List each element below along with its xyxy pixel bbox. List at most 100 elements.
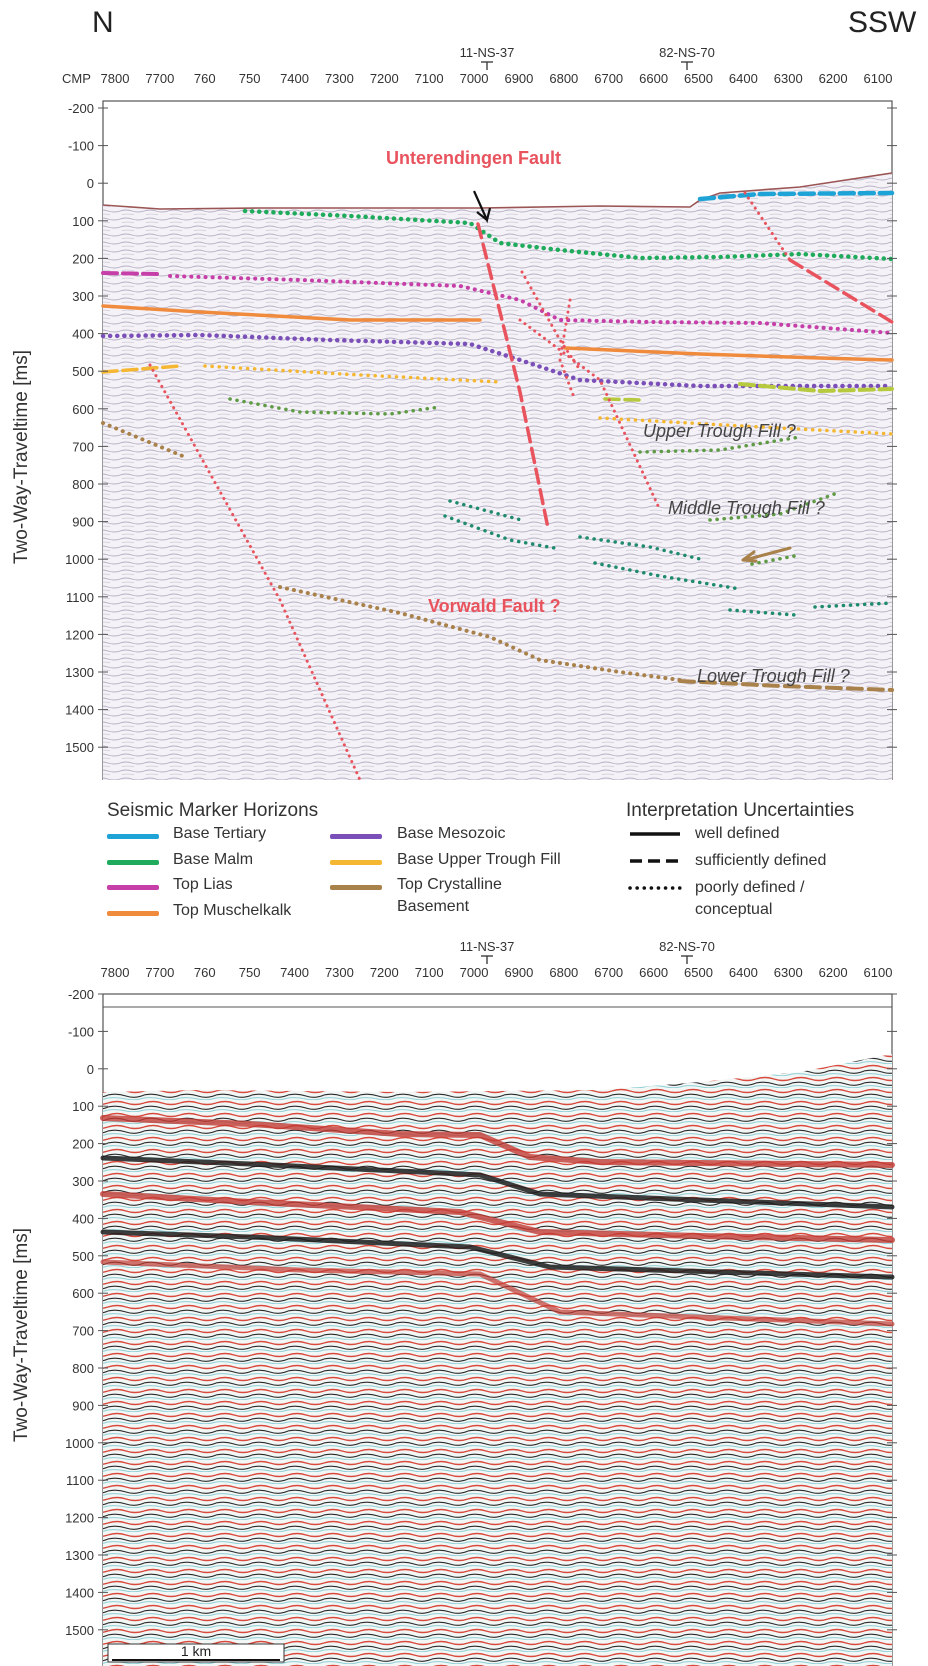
legend-item: Top Lias [173,876,233,893]
cmp-tick-label: 6800 [549,965,578,980]
cmp-tick-label: 7300 [325,71,354,86]
y-tick-label: 1300 [65,665,94,680]
y-tick-label: 0 [87,1062,94,1077]
horizon-base-tertiary [697,190,895,202]
legend-item: Top Muschelkalk [173,902,292,919]
scale-bar-label: 1 km [181,1643,211,1659]
y-tick-label: 1200 [65,1511,94,1526]
well-markers: 11-NS-37 82-NS-70 [460,939,715,964]
cmp-tick-label: 6200 [819,965,848,980]
cmp-tick-label: 6100 [864,965,893,980]
cmp-tick-label: 7300 [325,965,354,980]
cmp-tick-label: 7700 [145,71,174,86]
cmp-tick-label: 6100 [864,71,893,86]
y-tick-label: 100 [72,214,94,229]
direction-left-label: N [92,6,114,39]
cmp-tick-label: 6900 [504,71,533,86]
legend-uncertainty-swatches [628,832,682,890]
cmp-tick-label: 7000 [460,965,489,980]
y-tick-label: -100 [68,1024,94,1039]
interpreted-section: 11-NS-37 82-NS-70 CMP 7800 7700 760 750 7400… [11,45,897,780]
y-tick-label: 500 [72,1249,94,1264]
well-markers: 11-NS-37 82-NS-70 [460,45,715,70]
horizon-top-lias [168,274,894,335]
legend-item: Base Tertiary [173,825,267,842]
legend: Seismic Marker Horizons Base Tertiary Ba… [0,792,928,932]
cmp-tick-label: 7100 [415,965,444,980]
cmp-tick-label: 7000 [460,71,489,86]
fault-unterendingen [476,222,550,530]
y-tick-label: 300 [72,1174,94,1189]
cmp-tick-label: 6400 [729,965,758,980]
cmp-tick-label: 760 [194,965,216,980]
y-tick-label: 400 [72,327,94,342]
well-label: 82-NS-70 [659,939,715,954]
fault-vorwald [148,363,362,780]
y-tick-label: 1100 [66,590,94,605]
y-tick-label: 700 [72,1324,94,1339]
legend-item: Basement [397,898,470,915]
cmp-tick-label: 750 [239,965,261,980]
cmp-tick-label: 6700 [594,71,623,86]
legend-item: Base Malm [173,851,254,868]
legend-item: Top Crystalline [397,876,502,893]
well-label: 11-NS-37 [460,939,515,954]
direction-right-label: SSW [848,6,917,39]
y-tick-label: 600 [72,402,94,417]
y-tick-label: 1100 [66,1473,94,1488]
cmp-tick-label: 6700 [594,965,623,980]
y-tick-label: 100 [72,1099,94,1114]
cmp-prefix: CMP [62,71,91,86]
raw-seismic-section: 11-NS-37 82-NS-70 7800 7700 760 750 7400 7300… [11,939,897,1666]
y-tick-label: 1500 [65,1623,94,1638]
cmp-tick-label: 7100 [415,71,444,86]
cmp-tick-label: 760 [194,71,216,86]
cmp-tick-label: 7400 [280,71,309,86]
fault-arrow-icon [472,190,492,224]
y-tick-label: -200 [68,987,94,1002]
well-label: 82-NS-70 [659,45,715,60]
annotation-middle-trough: Middle Trough Fill ? [668,498,825,518]
cmp-tick-label: 6200 [819,71,848,86]
cmp-tick-label: 7800 [101,965,130,980]
y-tick-label: 900 [72,515,94,530]
legend-item: Base Upper Trough Fill [397,851,561,868]
y-tick-label: 200 [72,251,94,266]
y-axis-label: Two-Way-Traveltime [ms] [11,350,32,564]
horizon-base-malm [242,208,895,262]
legend-swatch [107,911,159,916]
horizon-top-muschelkalk [101,304,482,322]
y-tick-label: 1400 [65,1585,94,1600]
reflector-bands [100,1115,895,1327]
y-axis-label: Two-Way-Traveltime [ms] [11,1228,32,1442]
legend-swatch [107,834,159,839]
cmp-tick-label: 6300 [774,71,803,86]
cmp-tick-label: 7200 [370,965,399,980]
annotation-unterendingen: Unterendingen Fault [386,148,561,168]
y-tick-label: -200 [68,101,94,116]
y-tick-label: 800 [72,1361,94,1376]
faults [148,191,894,780]
cmp-tick-label: 6600 [639,965,668,980]
y-axis: -200 -100 0 100 200 300 400 500 600 700 800 900 1000… [65,987,897,1638]
cmp-axis: 7800 7700 760 750 7400 7300 7200 7100 7000 6900 68… [101,965,893,1000]
y-tick-label: 800 [72,477,94,492]
legend-swatch [107,885,159,890]
legend-item: well defined [695,825,780,842]
seismic-background [103,173,892,780]
cmp-tick-label: 6400 [729,71,758,86]
y-tick-label: 1400 [65,703,94,718]
horizons [100,190,895,692]
cmp-tick-label: 6900 [504,965,533,980]
cmp-tick-label: 6300 [774,965,803,980]
y-tick-label: 900 [72,1398,94,1413]
y-tick-label: 0 [87,176,94,191]
annotation-upper-trough: Upper Trough Fill ? [643,421,796,441]
y-tick-label: 700 [72,439,94,454]
legend-horizons-title: Seismic Marker Horizons [107,800,319,821]
y-tick-label: 1000 [65,1436,94,1451]
legend-item: conceptual [695,901,773,918]
annotation-vorwald: Vorwald Fault ? [428,596,561,616]
legend-item: poorly defined / [695,879,805,896]
y-tick-label: -100 [68,139,94,154]
